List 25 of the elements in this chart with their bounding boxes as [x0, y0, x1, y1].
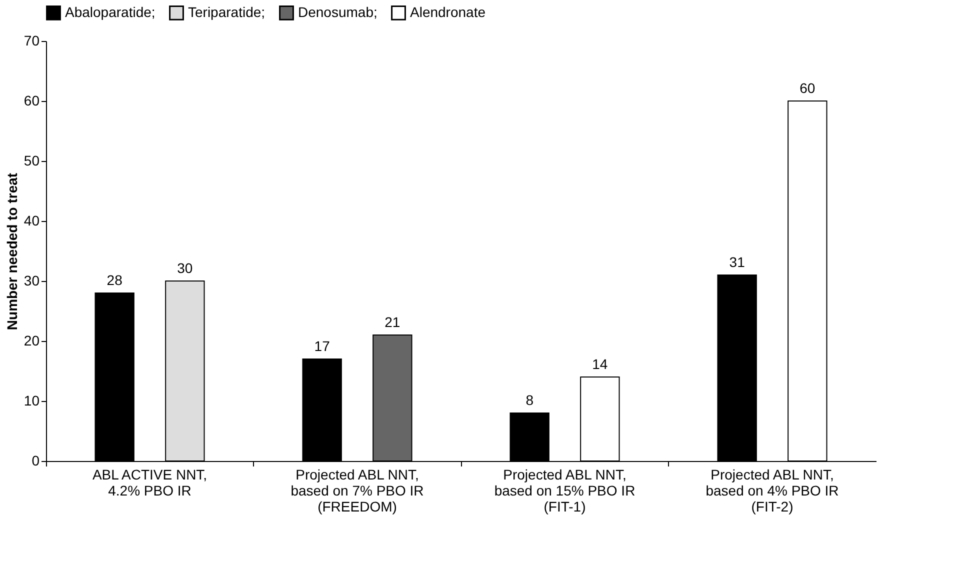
legend-label: Alendronate [410, 4, 486, 20]
legend-label: Abaloparatide; [65, 4, 156, 20]
data-label: 28 [106, 272, 123, 288]
y-tick-label: 50 [24, 152, 40, 168]
y-tick-label: 40 [24, 212, 40, 228]
data-label: 60 [800, 80, 816, 96]
x-tick-label: Projected ABL NNT, based on 7% PBO IR (FREEDOM) [290, 466, 424, 514]
x-tick-label: Projected ABL NNT, based on 4% PBO IR (FIT-2) [706, 466, 839, 514]
data-label: 31 [729, 254, 746, 270]
x-tick-label: ABL ACTIVE NNT, 4.2% PBO IR [92, 466, 208, 498]
y-tick-label: 60 [24, 92, 40, 108]
y-tick-label: 20 [24, 332, 40, 348]
legend-label: Denosumab; [298, 4, 378, 20]
legend-label: Teriparatide; [188, 4, 266, 20]
data-label: 14 [592, 356, 608, 372]
data-label: 8 [526, 392, 534, 408]
y-tick-label: 30 [24, 272, 40, 288]
data-label: 21 [384, 314, 400, 330]
data-label: 30 [177, 260, 193, 276]
y-tick-label: 70 [24, 32, 40, 48]
y-tick-label: 0 [32, 452, 40, 468]
y-tick-label: 10 [24, 392, 40, 408]
x-tick-label: Projected ABL NNT, based on 15% PBO IR (FIT-1) [494, 466, 636, 514]
data-label: 17 [314, 338, 330, 354]
y-axis-title: Number needed to treat [4, 172, 20, 330]
